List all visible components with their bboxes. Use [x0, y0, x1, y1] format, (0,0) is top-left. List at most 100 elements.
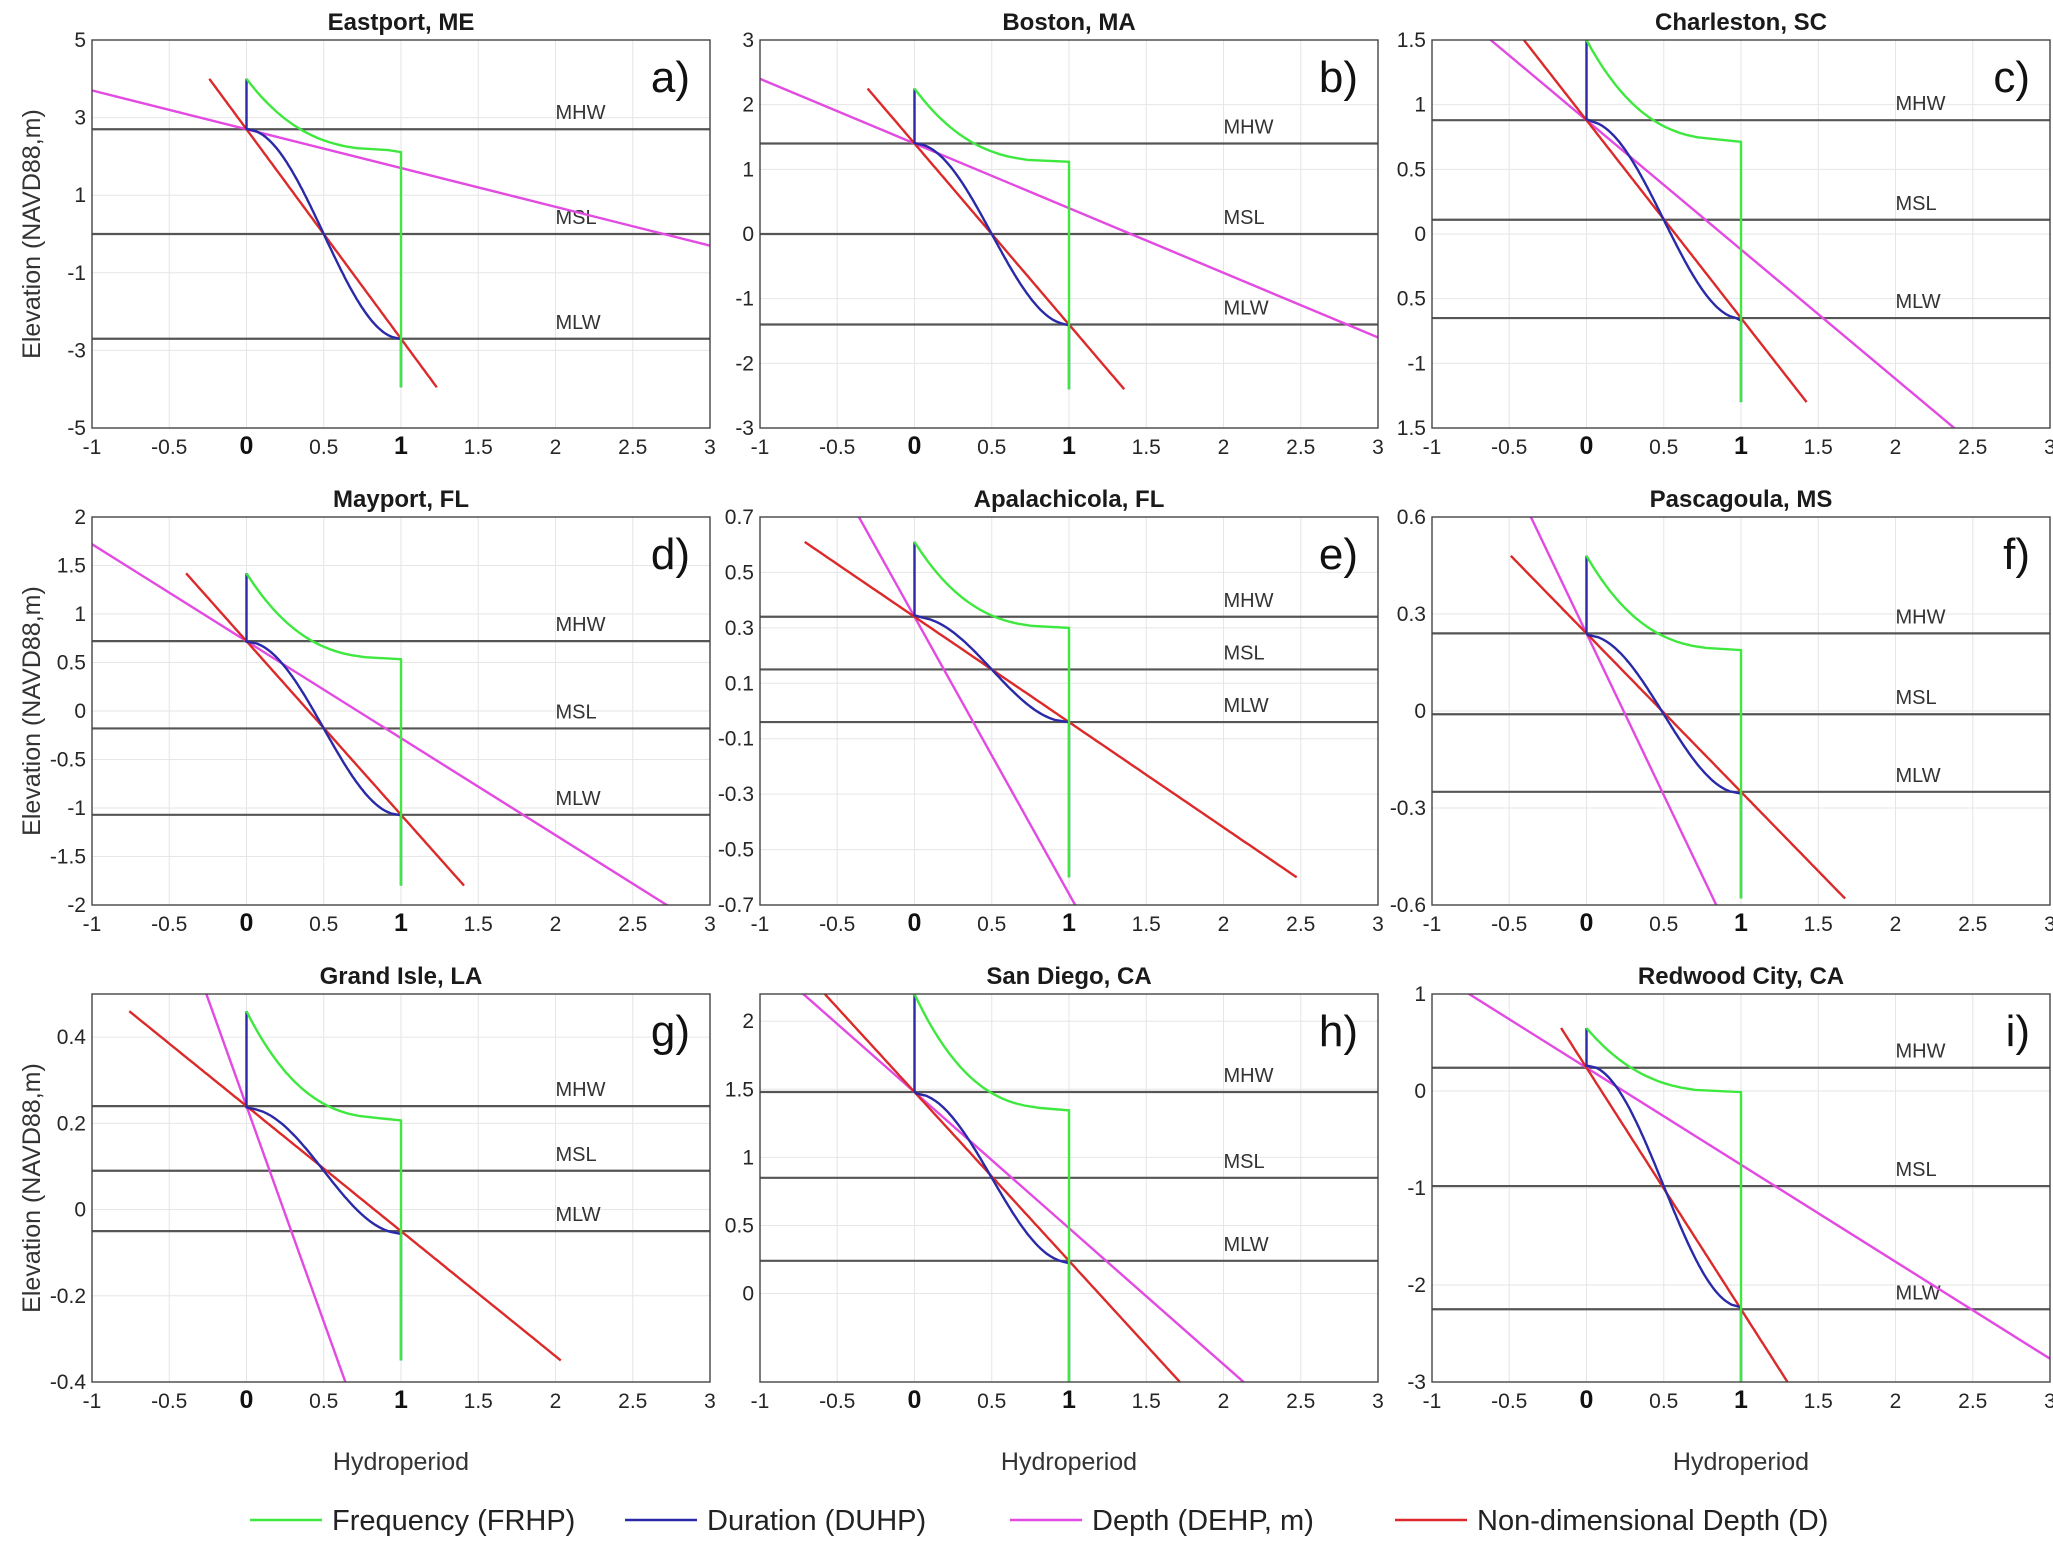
x-tick-label: 2: [1890, 436, 1902, 459]
y-tick-label: -1.5: [50, 846, 86, 869]
y-tick-label: -0.3: [718, 783, 754, 806]
tide-label-mhw: MHW: [556, 1079, 606, 1101]
tide-label-msl: MSL: [1896, 687, 1937, 709]
x-tick-label: 1.5: [1132, 913, 1161, 936]
y-tick-label: 0: [742, 223, 754, 246]
series-depth: [1488, 40, 1957, 428]
tide-label-msl: MSL: [1896, 193, 1937, 215]
series-depth: [801, 994, 1246, 1382]
panel-label: a): [651, 53, 690, 102]
legend-label-nondim: Non-dimensional Depth (D): [1477, 1505, 1828, 1537]
x-tick-label: 1.5: [464, 1390, 493, 1413]
y-tick-label: -1: [735, 288, 754, 311]
y-tick-label: -2: [735, 352, 754, 375]
tide-label-mlw: MLW: [556, 788, 601, 810]
tide-label-msl: MSL: [1896, 1159, 1937, 1181]
x-tick-label: -0.5: [151, 1390, 187, 1413]
y-tick-label: 1.5: [1397, 29, 1426, 52]
x-tick-label: 1: [1062, 909, 1076, 937]
panel-g: MHW MSL MLW -1 -0.5 0 0.5 1 1.5 2 2.5 3 -0.4 -0.2 0 0.2…: [50, 963, 716, 1414]
x-tick-label: -1: [751, 1390, 770, 1413]
panel-d: MHW MSL MLW -1 -0.5 0 0.5 1 1.5 2 2.5 3 -2 -1.5 -1 -0.5…: [50, 486, 716, 937]
axes-box: [1431, 39, 2051, 429]
panel-h: MHW MSL MLW -1 -0.5 0 0.5 1 1.5 2 2.5 3 0 0.5 1 1.5 2 San…: [725, 963, 1384, 1414]
tide-label-msl: MSL: [556, 701, 597, 723]
y-tick-label: -1: [67, 262, 86, 285]
x-tick-label: 1: [394, 432, 408, 460]
x-tick-label: 0.5: [309, 913, 338, 936]
x-tick-label: 1: [394, 909, 408, 937]
tide-label-mhw: MHW: [1224, 590, 1274, 612]
y-tick-label: 1.5: [1397, 417, 1426, 440]
panel-label: d): [651, 530, 690, 579]
x-tick-label: 1.5: [1804, 1390, 1833, 1413]
series-nondim-depth: [804, 540, 1298, 879]
series-frequency: [245, 78, 403, 388]
x-tick-label: 0.5: [977, 913, 1006, 936]
axes-box: [91, 39, 711, 429]
x-tick-label: -0.5: [819, 1390, 855, 1413]
x-tick-label: 2.5: [1958, 1390, 1987, 1413]
panel-e: MHW MSL MLW -1 -0.5 0 0.5 1 1.5 2 2.5 3 -0.7 -0.5 -0.3…: [718, 486, 1384, 937]
legend: Frequency (FRHP) Duration (DUHP) Depth (DE…: [250, 1505, 1828, 1537]
x-tick-label: 3: [1372, 913, 1384, 936]
panel-title: Apalachicola, FL: [974, 486, 1165, 513]
y-tick-label: 0.1: [725, 672, 754, 695]
panel-b: MHW MSL MLW -1 -0.5 0 0.5 1 1.5 2 2.5 3 -3 -2 -1 0 1 2 3 Bo…: [735, 9, 1384, 460]
series-depth: [205, 994, 347, 1382]
x-tick-label: 2: [1890, 913, 1902, 936]
tide-label-msl: MSL: [1224, 207, 1265, 229]
x-tick-label: 1.5: [1804, 913, 1833, 936]
tide-label-mhw: MHW: [556, 614, 606, 636]
x-tick-label: 0.5: [977, 436, 1006, 459]
x-tick-label: 0: [240, 1386, 254, 1414]
x-tick-label: 3: [1372, 1390, 1384, 1413]
x-tick-label: 0.5: [977, 1390, 1006, 1413]
y-tick-label: 0: [74, 1199, 86, 1222]
x-tick-label: 0: [908, 1386, 922, 1414]
x-tick-label: 2.5: [618, 1390, 647, 1413]
panel-title: San Diego, CA: [986, 963, 1151, 990]
x-tick-label: 2.5: [1286, 913, 1315, 936]
y-tick-label: -3: [67, 339, 86, 362]
series-depth: [760, 77, 1378, 339]
tide-label-mhw: MHW: [556, 102, 606, 124]
x-tick-label: 3: [704, 436, 716, 459]
x-tick-label: 0: [240, 432, 254, 460]
x-tick-label: 2.5: [1286, 1390, 1315, 1413]
y-tick-label: -0.5: [50, 749, 86, 772]
panel-label: h): [1319, 1007, 1358, 1056]
x-tick-label: -1: [83, 436, 102, 459]
x-tick-label: 2.5: [618, 913, 647, 936]
series-duration: [245, 78, 403, 388]
series-depth: [1529, 517, 1718, 905]
y-tick-label: -2: [1407, 1274, 1426, 1297]
x-tick-label: 2: [550, 913, 562, 936]
y-tick-label: 0.2: [57, 1112, 86, 1135]
y-tick-label: -0.7: [718, 894, 754, 917]
y-tick-label: -0.1: [718, 728, 754, 751]
y-tick-label: 0: [1414, 223, 1426, 246]
x-tick-label: -0.5: [151, 913, 187, 936]
x-tick-label: 0.5: [1649, 1390, 1678, 1413]
tide-label-mlw: MLW: [1896, 765, 1941, 787]
series-nondim-depth: [823, 994, 1181, 1382]
y-tick-label: 0: [1414, 1080, 1426, 1103]
panel-label: g): [651, 1007, 690, 1056]
y-tick-label: -3: [1407, 1371, 1426, 1394]
y-tick-label: 1.5: [725, 1078, 754, 1101]
x-tick-label: -0.5: [1491, 913, 1527, 936]
x-tick-label: -1: [83, 913, 102, 936]
y-tick-label: 2: [742, 94, 754, 117]
y-tick-label: -0.3: [1390, 797, 1426, 820]
y-tick-label: -1: [67, 797, 86, 820]
series-nondim-depth: [866, 87, 1126, 390]
series-frequency: [245, 572, 403, 886]
y-tick-label: -2: [67, 894, 86, 917]
x-tick-label: 0.5: [1649, 913, 1678, 936]
x-tick-label: 0: [1580, 432, 1594, 460]
series-depth: [92, 542, 669, 905]
x-tick-label: 1.5: [1804, 436, 1833, 459]
tide-label-mhw: MHW: [1224, 1065, 1274, 1087]
